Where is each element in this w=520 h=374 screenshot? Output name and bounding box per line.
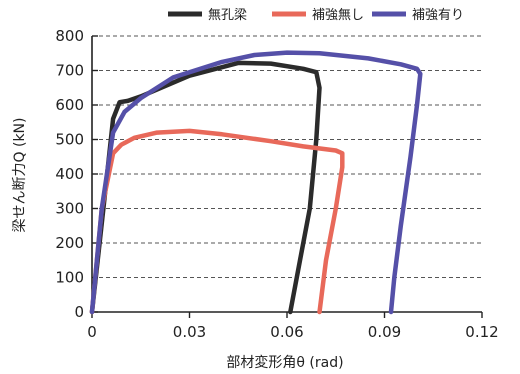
y-tick-label: 400 — [55, 165, 84, 183]
y-tick-label: 300 — [55, 200, 84, 218]
legend-label-2: 補強無し — [312, 8, 364, 23]
x-tick-label: 0.06 — [270, 323, 303, 341]
series-line-3 — [89, 50, 423, 315]
legend-label-3: 補強有り — [412, 8, 464, 23]
grid — [92, 35, 482, 278]
y-tick-label: 700 — [55, 62, 84, 80]
series-line-2 — [89, 128, 345, 315]
axes: 0 100 200 300 400 500 600 700 800 0 0.03 0.06 0.09 0.… — [55, 27, 498, 341]
x-axis-title: 部材変形角θ (rad) — [226, 354, 343, 371]
x-tick-label: 0.03 — [173, 323, 206, 341]
y-tick-label: 800 — [55, 27, 84, 45]
legend: 無孔梁 補強無し 補強有り — [168, 8, 464, 23]
series-line-1 — [89, 60, 322, 315]
legend-label-1: 無孔梁 — [208, 8, 247, 23]
y-tick-label: 100 — [55, 269, 84, 287]
y-tick-label: 600 — [55, 96, 84, 114]
x-tick-label: 0 — [87, 323, 97, 341]
series-lines — [89, 50, 423, 315]
x-tick-label: 0.09 — [368, 323, 401, 341]
y-tick-label: 200 — [55, 234, 84, 252]
y-tick-label: 0 — [74, 303, 84, 321]
y-tick-label: 500 — [55, 131, 84, 149]
y-axis-title: 梁せん断力Q (kN) — [12, 118, 28, 233]
x-tick-label: 0.12 — [465, 323, 498, 341]
